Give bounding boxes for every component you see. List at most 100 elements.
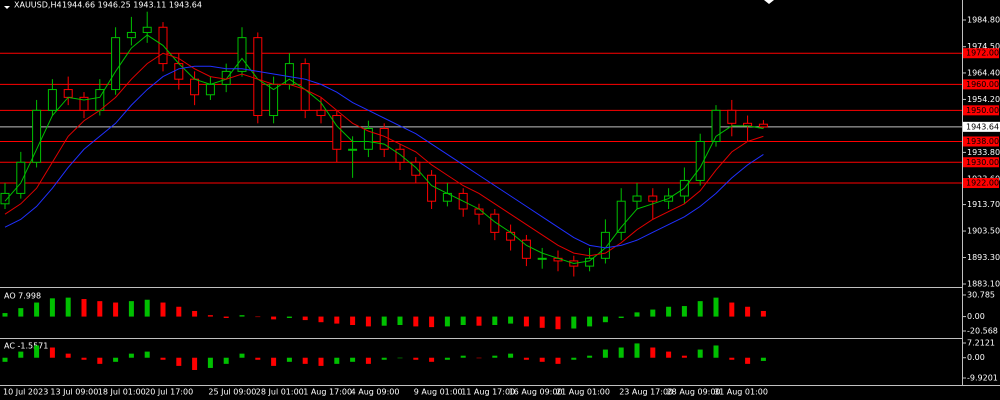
y-tick-label: 1893.30 bbox=[967, 253, 1000, 262]
histogram-bar bbox=[666, 351, 672, 358]
x-tick-label: 4 Aug 09:00 bbox=[351, 388, 400, 397]
histogram-bar bbox=[650, 347, 656, 358]
candle-body bbox=[253, 37, 263, 117]
histogram-bar bbox=[508, 316, 514, 324]
level-label-box bbox=[963, 79, 999, 90]
histogram-bar bbox=[429, 316, 435, 328]
candle-body bbox=[616, 200, 626, 233]
histogram-bar bbox=[697, 349, 703, 358]
histogram-bar bbox=[97, 301, 103, 317]
level-label: 1972.00 bbox=[966, 49, 999, 58]
histogram-bar bbox=[460, 355, 466, 358]
histogram-bar bbox=[365, 357, 371, 364]
candle-body bbox=[727, 109, 737, 124]
x-tick-label: 28 Aug 09:00 bbox=[667, 388, 721, 397]
histogram-bar bbox=[397, 357, 403, 359]
candle-body bbox=[427, 174, 437, 202]
histogram-bar bbox=[18, 351, 24, 358]
histogram-bar bbox=[176, 357, 182, 366]
histogram-bar bbox=[160, 357, 166, 360]
histogram-bar bbox=[223, 316, 229, 318]
histogram-bar bbox=[286, 357, 292, 362]
histogram-bar bbox=[128, 301, 134, 317]
candle-body bbox=[506, 231, 516, 241]
histogram-bar bbox=[760, 357, 766, 361]
y-tick-label: 7.2121 bbox=[967, 338, 995, 347]
histogram-bar bbox=[128, 353, 134, 358]
histogram-bar bbox=[492, 316, 498, 325]
histogram-bar bbox=[318, 316, 324, 323]
y-tick-label: 1903.50 bbox=[967, 227, 1000, 236]
histogram-bar bbox=[207, 357, 213, 368]
menu-arrow[interactable] bbox=[4, 6, 10, 9]
histogram-bar bbox=[666, 306, 672, 317]
level-label: 1930.00 bbox=[966, 158, 999, 167]
histogram-bar bbox=[760, 310, 766, 317]
candle-body bbox=[190, 78, 200, 96]
candle-body bbox=[142, 26, 152, 33]
histogram-bar bbox=[492, 355, 498, 358]
moving-average bbox=[4, 65, 764, 249]
level-label-box bbox=[963, 48, 999, 59]
histogram-bar bbox=[255, 357, 261, 360]
candle-body bbox=[79, 96, 89, 111]
histogram-bar bbox=[602, 349, 608, 358]
quote: 1944.66 1946.25 1943.11 1943.64 bbox=[62, 1, 202, 10]
histogram-bar bbox=[476, 357, 482, 359]
y-tick-label: 1954.20 bbox=[967, 95, 1000, 104]
panel-title: AC -1.5571 bbox=[4, 342, 48, 351]
candle-body bbox=[632, 195, 642, 202]
histogram-bar bbox=[508, 353, 514, 358]
moving-average bbox=[4, 52, 764, 257]
histogram-bar bbox=[2, 357, 8, 362]
level-label: 1960.00 bbox=[966, 80, 999, 89]
x-tick-label: 18 Jul 01:00 bbox=[98, 388, 146, 397]
candle-body bbox=[758, 123, 768, 128]
candle-body bbox=[47, 89, 57, 111]
level-label-box bbox=[963, 136, 999, 147]
histogram-bar bbox=[271, 316, 277, 320]
histogram-bar bbox=[255, 316, 261, 318]
histogram-bar bbox=[397, 316, 403, 325]
histogram-bar bbox=[113, 357, 119, 362]
histogram-bar bbox=[729, 302, 735, 317]
histogram-bar bbox=[18, 308, 24, 317]
histogram-bar bbox=[429, 357, 435, 362]
candle-body bbox=[63, 89, 73, 98]
candle-body bbox=[363, 128, 373, 150]
candle-body bbox=[237, 37, 247, 72]
histogram-bar bbox=[176, 306, 182, 317]
x-tick-label: 20 Jul 17:00 bbox=[145, 388, 193, 397]
candle-body bbox=[16, 161, 26, 194]
y-tick-label: -20.568 bbox=[967, 327, 998, 336]
y-tick-label: 1984.80 bbox=[967, 15, 1000, 24]
histogram-bar bbox=[602, 316, 608, 323]
histogram-bar bbox=[49, 347, 55, 358]
panel-title: XAUUSD,H4 bbox=[14, 1, 62, 10]
x-tick-label: 23 Aug 17:00 bbox=[619, 388, 673, 397]
y-tick-label: 1933.80 bbox=[967, 148, 1000, 157]
histogram-bar bbox=[271, 357, 277, 366]
candle-body bbox=[32, 109, 42, 163]
histogram-bar bbox=[65, 297, 71, 317]
histogram-bar bbox=[350, 357, 356, 362]
histogram-bar bbox=[444, 316, 450, 327]
candle-body bbox=[585, 257, 595, 267]
histogram-bar bbox=[729, 357, 735, 360]
histogram-bar bbox=[681, 355, 687, 358]
histogram-bar bbox=[334, 316, 340, 324]
y-tick-label: 0.00 bbox=[967, 312, 985, 321]
histogram-bar bbox=[539, 357, 545, 362]
histogram-bar bbox=[286, 316, 292, 318]
y-tick-label: 1883.10 bbox=[967, 280, 1000, 289]
histogram-bar bbox=[113, 302, 119, 317]
x-tick-label: 1 Aug 17:00 bbox=[303, 388, 352, 397]
x-tick-label: 11 Aug 17:00 bbox=[461, 388, 515, 397]
candle-body bbox=[205, 83, 215, 96]
y-tick-label: 1974.50 bbox=[967, 42, 1000, 51]
histogram-bar bbox=[523, 357, 529, 360]
candle-body bbox=[600, 231, 610, 259]
histogram-bar bbox=[239, 353, 245, 358]
histogram-bar bbox=[365, 316, 371, 327]
